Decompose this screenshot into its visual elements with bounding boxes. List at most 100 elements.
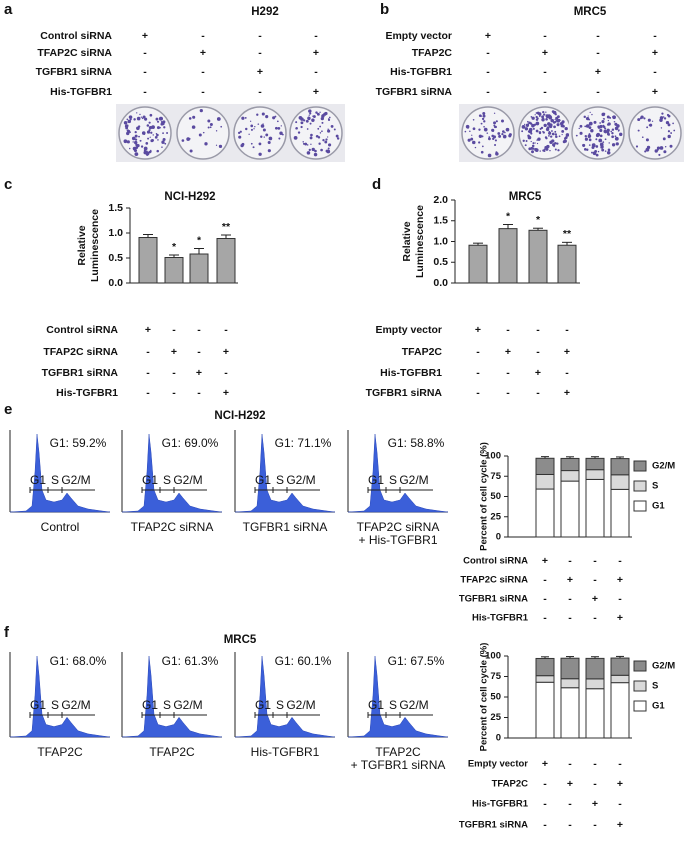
colony-dot	[502, 134, 507, 139]
condition-sign: +	[142, 30, 148, 42]
condition-sign: -	[593, 574, 597, 586]
colony-dot	[659, 116, 664, 120]
legend-label: G2/M	[652, 661, 675, 672]
condition-name: Control siRNA	[46, 324, 118, 336]
colony-dot	[561, 133, 563, 136]
y-tick-label: 1.5	[108, 202, 123, 214]
flow-caption: + His-TGFBR1	[358, 533, 437, 547]
colony-dot	[649, 123, 653, 127]
colony-dot	[614, 126, 619, 131]
condition-name: TGFBR1 siRNA	[459, 820, 528, 831]
condition-sign: -	[172, 367, 176, 379]
gate-label: G2/M	[286, 698, 315, 712]
colony-dot	[136, 112, 138, 114]
colony-dot	[321, 121, 324, 124]
colony-dot	[327, 118, 330, 120]
legend-label: S	[652, 681, 658, 692]
colony-dot	[126, 132, 130, 136]
gate-label: G1	[255, 698, 271, 712]
colony-dot	[313, 152, 318, 157]
colony-dot	[319, 111, 321, 114]
condition-sign: -	[568, 758, 572, 770]
bar-segment	[560, 470, 580, 482]
colony-dot	[531, 116, 535, 120]
condition-name: His-TGFBR1	[472, 613, 529, 624]
colony-dot	[478, 128, 481, 131]
condition-sign: +	[542, 555, 548, 567]
colony-dot	[545, 147, 549, 151]
gate-label: S	[51, 698, 59, 712]
colony-dot	[529, 122, 533, 125]
bar-segment	[585, 678, 605, 690]
colony-dot	[646, 126, 649, 129]
condition-sign: -	[224, 367, 228, 379]
condition-name: Control siRNA	[463, 556, 528, 567]
histogram	[347, 433, 449, 513]
colony-dot	[252, 146, 255, 149]
colony-dot	[663, 150, 667, 154]
colony-dot	[492, 130, 495, 132]
colony-dot	[314, 149, 317, 153]
condition-sign: -	[543, 574, 547, 586]
colony-dot	[521, 125, 526, 129]
colony-dot	[267, 149, 271, 153]
colony-dot	[584, 137, 589, 141]
colony-dot	[134, 138, 138, 141]
colony-dot	[304, 142, 308, 146]
colony-dot	[240, 143, 244, 148]
colony-dot	[159, 126, 161, 129]
colony-dot	[481, 145, 484, 148]
colony-dot	[134, 131, 137, 134]
colony-dot	[317, 136, 321, 139]
colony-dot	[320, 148, 323, 152]
colony-dot	[151, 138, 154, 142]
colony-dot	[136, 116, 141, 121]
colony-dot	[325, 138, 328, 141]
condition-sign: +	[564, 387, 570, 399]
colony-dot	[480, 150, 484, 154]
colony-dot	[136, 126, 140, 131]
dish	[233, 106, 287, 160]
colony-dot	[186, 137, 190, 141]
colony-dot	[492, 135, 497, 139]
flow-caption: Control	[41, 520, 80, 534]
colony-dot	[258, 142, 262, 146]
colony-dot	[328, 143, 332, 147]
condition-sign: -	[506, 324, 510, 336]
colony-dot	[588, 118, 591, 121]
colony-dot	[643, 117, 646, 120]
colony-dot	[166, 132, 169, 134]
colony-dot	[672, 122, 674, 125]
bar	[468, 244, 488, 284]
y-tick-label: 0.0	[108, 277, 123, 289]
panel-label: f	[4, 624, 10, 641]
colony-dot	[673, 129, 676, 132]
error-bar	[503, 223, 513, 229]
colony-dot	[326, 149, 331, 154]
chart-title: MRC5	[509, 191, 542, 203]
gate-label: G2/M	[399, 698, 428, 712]
y-tick-label: 1.0	[108, 227, 123, 239]
condition-sign: -	[172, 324, 176, 336]
gate-label: S	[389, 473, 397, 487]
y-tick-label: 50	[490, 692, 501, 703]
colony-dot	[663, 117, 667, 120]
g1-percent: G1: 60.1%	[275, 654, 332, 668]
colony-dot	[488, 137, 491, 141]
colony-dot	[492, 137, 495, 141]
colony-dot	[333, 128, 336, 131]
error-bar	[591, 656, 599, 659]
condition-sign: +	[196, 367, 202, 379]
colony-dot	[606, 123, 610, 126]
gate-label: G1	[255, 473, 271, 487]
colony-dot	[140, 145, 144, 148]
colony-dot	[561, 129, 565, 133]
gate-label: S	[163, 698, 171, 712]
colony-dot	[161, 146, 163, 148]
colony-dot	[641, 136, 644, 139]
colony-dot	[256, 113, 259, 116]
colony-dot	[487, 153, 492, 158]
colony-dot	[327, 136, 329, 138]
bar-segment	[535, 657, 555, 677]
colony-dot	[610, 130, 613, 133]
